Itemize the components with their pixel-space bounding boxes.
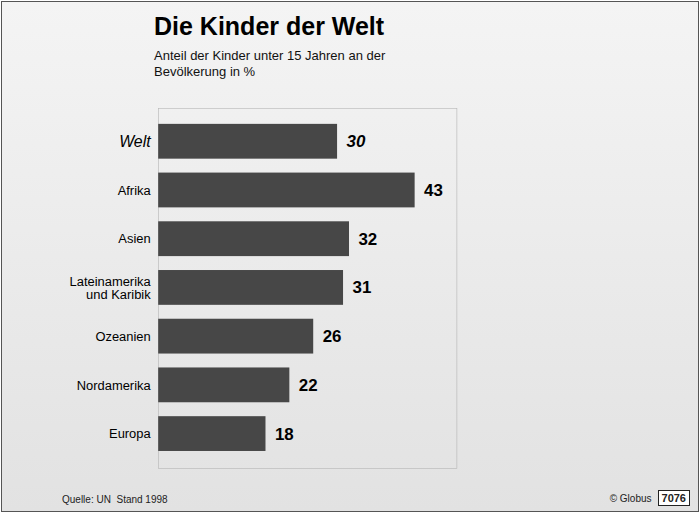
svg-text:18: 18 — [275, 424, 294, 443]
svg-text:43: 43 — [424, 181, 443, 200]
svg-text:30: 30 — [347, 132, 366, 151]
svg-text:Europa: Europa — [109, 426, 151, 441]
svg-text:Afrika: Afrika — [118, 183, 152, 198]
svg-text:26: 26 — [323, 327, 342, 346]
svg-text:32: 32 — [358, 230, 377, 249]
svg-text:Nordamerika: Nordamerika — [77, 377, 152, 392]
svg-text:Lateinamerikaund Karibik: Lateinamerikaund Karibik — [70, 274, 152, 302]
svg-text:22: 22 — [299, 376, 318, 395]
html-text:© Globus: © Globus — [609, 492, 652, 504]
svg-text:31: 31 — [352, 278, 371, 297]
html-text:Anteil der Kinder unter 15 Jah: Anteil der Kinder unter 15 Jahren an der… — [154, 48, 386, 79]
html-text:Quelle: UN Stand 1998: Quelle: UN Stand 1998 — [62, 494, 168, 505]
html-text:7076: 7076 — [661, 492, 686, 504]
svg-text:Ozeanien: Ozeanien — [95, 329, 150, 344]
html-text:Die Kinder der Welt: Die Kinder der Welt — [154, 12, 385, 40]
svg-text:Asien: Asien — [118, 231, 150, 246]
svg-text:Welt: Welt — [119, 133, 151, 150]
